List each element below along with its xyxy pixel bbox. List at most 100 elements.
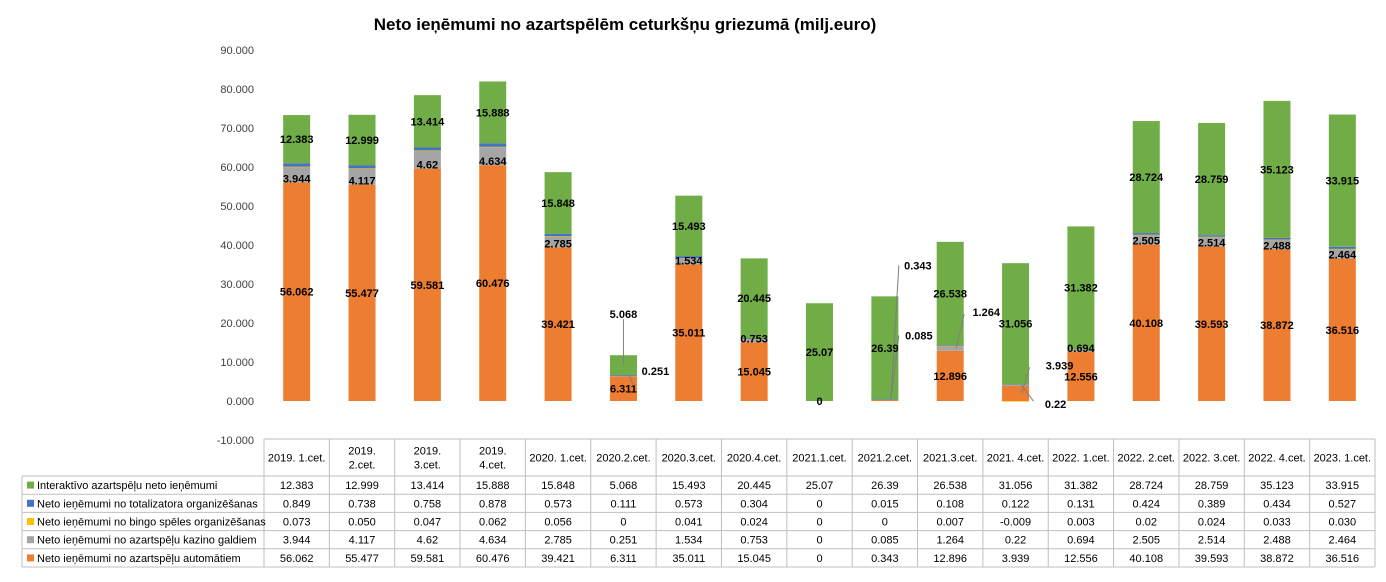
category-label: 2020.2.cet. [596, 453, 650, 465]
bar-segment [740, 342, 768, 401]
data-label: 60.476 [476, 278, 510, 290]
bar-segment [1328, 258, 1356, 401]
table-cell: 0.753 [740, 535, 768, 547]
bar-segment [1002, 384, 1030, 385]
data-label: 38.872 [1260, 320, 1294, 332]
bar-segment [1263, 239, 1291, 241]
data-label: 59.581 [411, 280, 445, 292]
table-cell: 0.251 [610, 535, 638, 547]
legend-key [27, 518, 34, 525]
category-label: 2022. 2.cet. [1118, 453, 1176, 465]
data-label: 25.07 [806, 347, 834, 359]
table-cell: 36.516 [1325, 553, 1359, 565]
callout-leader-line [890, 265, 900, 401]
bar-segment [1263, 237, 1291, 240]
bar-segment [413, 150, 441, 169]
table-cell: 0.758 [414, 498, 442, 510]
bar-segment [1067, 349, 1095, 353]
table-cell: 4.62 [417, 535, 438, 547]
category-label: 2019. [414, 446, 442, 458]
bar-segment [936, 350, 964, 401]
table-cell: 0.085 [871, 535, 899, 547]
bar-segment [283, 115, 311, 164]
table-cell: 0 [816, 498, 822, 510]
table-cell: 0.108 [936, 498, 964, 510]
table-cell: 0.849 [283, 498, 311, 510]
category-label: 2020.4.cet. [727, 453, 781, 465]
table-cell: 25.07 [806, 480, 834, 492]
table-cell: 0 [816, 517, 822, 529]
bar-segment [544, 236, 572, 248]
bar-segment [740, 339, 768, 340]
bar-segment [675, 256, 703, 259]
table-cell: 0.573 [544, 498, 572, 510]
table-cell: 4.117 [349, 535, 376, 547]
table-cell: 3.944 [283, 535, 311, 547]
data-label: 4.634 [479, 156, 507, 168]
bar-segment [936, 345, 964, 346]
y-tick-label: 30.000 [220, 279, 254, 291]
data-label: 2.505 [1132, 236, 1160, 248]
data-label: 35.123 [1260, 164, 1294, 176]
legend-entry: Neto ieņēmumi no bingo spēles organizēša… [37, 517, 266, 529]
table-cell: 31.382 [1064, 480, 1098, 492]
bar-segment [413, 150, 441, 152]
table-cell: 38.872 [1260, 553, 1294, 565]
table-cell: 0.111 [610, 498, 636, 510]
chart-title: Neto ieņēmumi no azartspēlēm ceturkšņu g… [374, 15, 877, 34]
table-cell: 0 [620, 517, 626, 529]
bar-segment [348, 165, 376, 169]
table-cell: 0 [882, 517, 888, 529]
table-cell: 0.056 [544, 517, 572, 529]
table-cell: 1.264 [936, 535, 964, 547]
callout-leader-line [628, 375, 634, 387]
bar-segment [413, 95, 441, 148]
table-cell: 12.556 [1064, 553, 1098, 565]
y-tick-label: 40.000 [220, 240, 254, 252]
table-cell: 3.939 [1002, 553, 1030, 565]
legend-entry: Neto ieņēmumi no azartspēļu kazino galdi… [37, 535, 257, 547]
data-label: 2.488 [1263, 240, 1291, 252]
bar-segment [1198, 123, 1226, 236]
bar-segment [1002, 263, 1030, 385]
data-table: 2019. 1.cet. 2019. 2.cet. 2019. 3.cet. 2019. 4… [21, 438, 1376, 568]
table-cell: 39.593 [1195, 553, 1229, 565]
bar-segment [740, 339, 768, 343]
table-cell: 15.888 [476, 480, 510, 492]
table-cell: 28.724 [1129, 480, 1163, 492]
table-cell: 40.108 [1129, 553, 1163, 565]
bar-segment [1328, 248, 1356, 259]
data-label: 2.785 [544, 238, 572, 250]
data-label: 3.944 [283, 173, 311, 185]
data-label: 15.493 [672, 221, 706, 233]
table-cell: 0.033 [1263, 517, 1291, 529]
data-label: 55.477 [345, 288, 379, 300]
table-cell: 0.389 [1198, 498, 1226, 510]
bar-segment [1067, 226, 1095, 349]
bar-segment [1132, 233, 1160, 235]
bar-segment [1263, 100, 1291, 238]
category-label: 2021.2.cet. [858, 453, 912, 465]
data-label: 4.117 [349, 176, 376, 188]
bar-segment [1002, 384, 1030, 386]
bar-segment [348, 114, 376, 166]
category-label: 2019. [348, 446, 376, 458]
bar-segment [413, 147, 441, 151]
bar-segment [936, 241, 964, 346]
callout-leader-line [1021, 384, 1034, 402]
bar-segment [871, 399, 899, 401]
table-cell: 0.050 [348, 517, 376, 529]
category-label: 2023. 1.cet. [1314, 453, 1372, 465]
table-cell: 1.534 [675, 535, 703, 547]
data-label: 3.939 [1046, 360, 1074, 372]
table-cell: 2.514 [1198, 535, 1226, 547]
bar-segment [1132, 234, 1160, 236]
y-tick-label: 0.000 [226, 396, 254, 408]
data-label: 40.108 [1129, 318, 1163, 330]
table-cell: 0.062 [479, 517, 507, 529]
data-label: 20.445 [737, 293, 771, 305]
category-label: 2021. 4.cet. [987, 453, 1045, 465]
y-tick-label: 60.000 [220, 162, 254, 174]
bar-segment [348, 168, 376, 169]
bar-segment [1198, 246, 1226, 401]
